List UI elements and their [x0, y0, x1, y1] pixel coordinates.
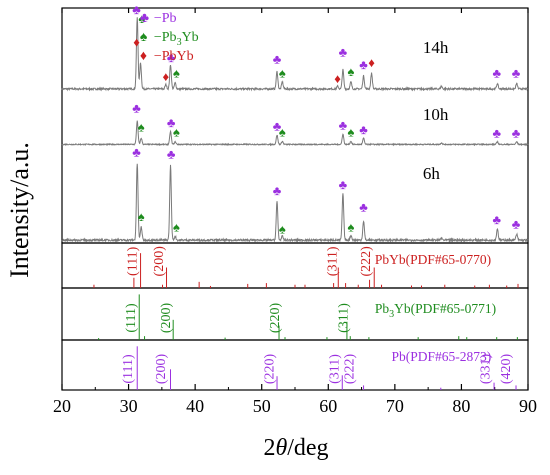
- x-tick-label: 40: [186, 396, 204, 416]
- peak-marker-pb: ♣: [359, 122, 368, 137]
- peak-marker-pb: ♣: [512, 66, 521, 81]
- ref-label-pbyb: PbYb(PDF#65-0770): [375, 252, 491, 267]
- peak-marker-pb3yb: ♠: [347, 125, 354, 140]
- y-axis-label: Intensity/a.u.: [5, 142, 34, 278]
- x-tick-label: 60: [319, 396, 337, 416]
- hkl-label-pb: (420): [499, 354, 514, 385]
- hkl-label-pb3yb: (200): [159, 303, 174, 334]
- hkl-label-pb: (331): [478, 354, 493, 385]
- peak-marker-pbyb: ♦: [368, 55, 375, 70]
- x-label-suffix: /deg: [287, 435, 328, 461]
- hkl-label-pb: (111): [121, 354, 136, 384]
- peak-marker-pb: ♣: [167, 50, 176, 65]
- legend-symbol-pb: ♣: [140, 11, 149, 26]
- peak-marker-pb: ♣: [492, 126, 501, 141]
- peak-marker-pbyb: ♦: [133, 34, 140, 49]
- x-tick-label: 50: [253, 396, 271, 416]
- x-tick-label: 20: [53, 396, 71, 416]
- legend-entry-pb: −Pb: [154, 11, 177, 26]
- peak-marker-pb3yb: ♠: [173, 219, 180, 234]
- peak-marker-pb: ♣: [512, 126, 521, 141]
- peak-marker-pb3yb: ♠: [173, 66, 180, 81]
- peak-marker-pb: ♣: [339, 177, 348, 192]
- legend-entry-pbyb: −PbYb: [154, 49, 194, 64]
- peak-marker-pb: ♣: [359, 57, 368, 72]
- hkl-label-pb3yb: (311): [337, 303, 352, 333]
- hkl-label-pb: (200): [154, 354, 169, 385]
- hkl-label-pbyb: (311): [325, 246, 340, 276]
- x-tick-label: 90: [519, 396, 537, 416]
- ref-label-pb: Pb(PDF#65-2873): [392, 349, 492, 364]
- series-label-6h: 6h: [423, 164, 441, 183]
- peak-marker-pb3yb: ♠: [347, 64, 354, 79]
- x-label-prefix: 2: [263, 435, 275, 461]
- legend-symbol-pb3yb: ♠: [140, 30, 148, 45]
- hkl-label-pbyb: (200): [152, 246, 167, 277]
- peak-marker-pb: ♣: [132, 145, 141, 160]
- peak-marker-pb: ♣: [273, 183, 282, 198]
- peak-marker-pb: ♣: [132, 2, 141, 17]
- x-tick-label: 30: [120, 396, 138, 416]
- peak-marker-pb: ♣: [132, 101, 141, 116]
- series-label-10h: 10h: [423, 105, 449, 124]
- peak-marker-pb: ♣: [339, 117, 348, 132]
- series-6h-line: [61, 163, 529, 243]
- hkl-label-pb: (220): [263, 354, 278, 385]
- peak-marker-pb: ♣: [167, 115, 176, 130]
- x-label-theta: θ: [275, 435, 287, 461]
- hkl-label-pb: (222): [343, 354, 358, 385]
- legend-symbol-pbyb: ♦: [140, 49, 147, 64]
- hkl-label-pb3yb: (220): [268, 303, 283, 334]
- peak-marker-pb3yb: ♠: [347, 219, 354, 234]
- peak-marker-pb: ♣: [273, 52, 282, 67]
- peak-marker-pb3yb: ♠: [279, 66, 286, 81]
- series-10h-line: [61, 120, 529, 147]
- hkl-label-pbyb: (111): [126, 246, 141, 276]
- peak-marker-pb3yb: ♠: [138, 119, 145, 134]
- peak-marker-pbyb: ♦: [334, 71, 341, 86]
- peak-marker-pb: ♣: [339, 45, 348, 60]
- peak-marker-pb: ♣: [512, 217, 521, 232]
- peak-marker-pb3yb: ♠: [138, 209, 145, 224]
- hkl-label-pb: (311): [327, 354, 342, 384]
- peak-marker-pb: ♣: [359, 199, 368, 214]
- x-axis-label: 2θ/deg: [263, 435, 328, 461]
- peak-marker-pb: ♣: [273, 118, 282, 133]
- legend-entry-pb3yb: −Pb3Yb: [154, 30, 199, 48]
- peak-marker-pb: ♣: [492, 212, 501, 227]
- hkl-label-pb3yb: (111): [124, 303, 139, 333]
- x-tick-label: 70: [386, 396, 404, 416]
- main-panel-frame: [61, 7, 529, 244]
- x-tick-label: 80: [452, 396, 470, 416]
- peak-marker-pb3yb: ♠: [138, 11, 145, 26]
- ref-label-pb3yb: Pb3Yb(PDF#65-0771): [375, 301, 496, 320]
- peak-marker-pb3yb: ♠: [279, 221, 286, 236]
- peak-marker-pb: ♣: [167, 147, 176, 162]
- series-label-14h: 14h: [423, 38, 449, 57]
- peak-marker-pb: ♣: [492, 66, 501, 81]
- hkl-label-pbyb: (222): [359, 246, 374, 277]
- series-14h-line: [61, 17, 529, 92]
- peak-marker-pbyb: ♦: [163, 69, 170, 84]
- peak-marker-pb3yb: ♠: [173, 125, 180, 140]
- peak-marker-pb3yb: ♠: [279, 125, 286, 140]
